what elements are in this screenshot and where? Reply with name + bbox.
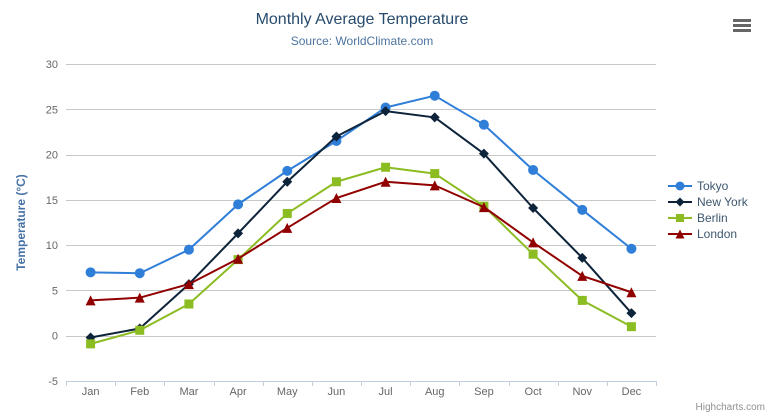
export-menu-button[interactable]	[730, 17, 754, 34]
series-line-berlin	[89, 166, 633, 345]
data-point	[282, 165, 293, 176]
data-point	[577, 204, 588, 215]
series-line-new-york	[89, 110, 633, 339]
data-point	[676, 214, 684, 222]
data-point	[626, 308, 637, 319]
hamburger-menu-icon	[733, 24, 751, 27]
data-point	[183, 279, 194, 290]
data-point	[135, 325, 145, 335]
data-point	[675, 181, 685, 191]
y-axis-label: 25	[46, 104, 58, 116]
data-point	[282, 208, 292, 218]
data-point	[429, 180, 440, 191]
series-new-york[interactable]	[85, 106, 637, 343]
data-point	[183, 244, 194, 255]
legend-label: New York	[697, 195, 748, 209]
x-axis-label: Apr	[230, 386, 247, 398]
x-axis-label: Mar	[179, 386, 198, 398]
data-point	[429, 90, 440, 101]
data-point	[626, 322, 636, 332]
y-axis-label: 30	[46, 59, 58, 71]
chart-subtitle: Source: WorldClimate.com	[290, 34, 434, 48]
x-axis-label: Jan	[82, 386, 100, 398]
data-point	[626, 243, 637, 254]
series-tokyo[interactable]	[85, 90, 637, 279]
data-point	[86, 339, 96, 349]
legend-marker-diamond-icon	[668, 197, 692, 207]
x-axis-label: May	[277, 386, 298, 398]
legend-marker-triangle-icon	[668, 229, 692, 239]
chart-title: Monthly Average Temperature	[255, 11, 469, 28]
y-axis-label: 15	[46, 195, 58, 207]
x-axis-label: Aug	[425, 386, 445, 398]
series-line-london	[89, 180, 633, 302]
data-point	[233, 253, 244, 264]
data-point	[478, 119, 489, 130]
data-point	[85, 295, 96, 306]
data-point	[577, 295, 587, 305]
x-axis-label: Jul	[379, 386, 393, 398]
data-point	[282, 222, 293, 233]
legend-item-tokyo[interactable]: Tokyo	[668, 178, 748, 194]
series-line-tokyo	[89, 94, 633, 275]
data-point	[331, 131, 342, 142]
hamburger-menu-icon	[733, 19, 751, 22]
data-point	[282, 176, 293, 187]
y-axis-label: 20	[46, 150, 58, 162]
data-point	[134, 292, 145, 303]
data-point	[430, 169, 440, 179]
x-axis-label: Feb	[130, 386, 149, 398]
data-point	[85, 267, 96, 278]
legend-item-berlin[interactable]: Berlin	[668, 210, 748, 226]
x-axis-label: Jun	[328, 386, 346, 398]
x-axis-label: Sep	[474, 386, 494, 398]
legend-label: Tokyo	[697, 179, 729, 193]
legend: Tokyo New York Berlin London	[668, 178, 748, 242]
data-point	[331, 177, 341, 187]
y-axis-label: 10	[46, 240, 58, 252]
data-point	[675, 197, 685, 207]
y-axis-label: 0	[52, 331, 58, 343]
data-point	[675, 229, 685, 239]
data-point	[528, 164, 539, 175]
x-axis-label: Nov	[572, 386, 592, 398]
x-axis-label: Oct	[525, 386, 542, 398]
legend-item-new-york[interactable]: New York	[668, 194, 748, 210]
data-point	[331, 193, 342, 204]
data-point	[528, 237, 539, 248]
data-point	[577, 270, 588, 281]
data-point	[233, 228, 244, 239]
y-axis-label: -5	[48, 376, 58, 388]
legend-marker-circle-icon	[668, 181, 692, 191]
x-axis-label: Dec	[622, 386, 642, 398]
legend-item-london[interactable]: London	[668, 226, 748, 242]
data-point	[577, 252, 588, 263]
data-point	[478, 202, 489, 213]
legend-label: London	[697, 227, 738, 241]
highcharts-credit[interactable]: Highcharts.com	[695, 402, 765, 413]
data-point	[626, 287, 637, 298]
data-point	[380, 176, 391, 187]
data-point	[478, 148, 489, 159]
data-point	[381, 162, 391, 172]
data-point	[233, 199, 244, 210]
data-point	[184, 299, 194, 309]
data-point	[528, 203, 539, 214]
legend-label: Berlin	[697, 211, 728, 225]
data-point	[380, 106, 391, 117]
hamburger-menu-icon	[733, 29, 751, 32]
y-axis-title: Temperature (°C)	[14, 174, 28, 271]
legend-marker-square-icon	[668, 214, 692, 222]
data-point	[429, 112, 440, 123]
y-axis-label: 5	[52, 285, 58, 297]
series-london[interactable]	[85, 176, 637, 306]
data-point	[134, 268, 145, 279]
data-point	[528, 249, 538, 259]
